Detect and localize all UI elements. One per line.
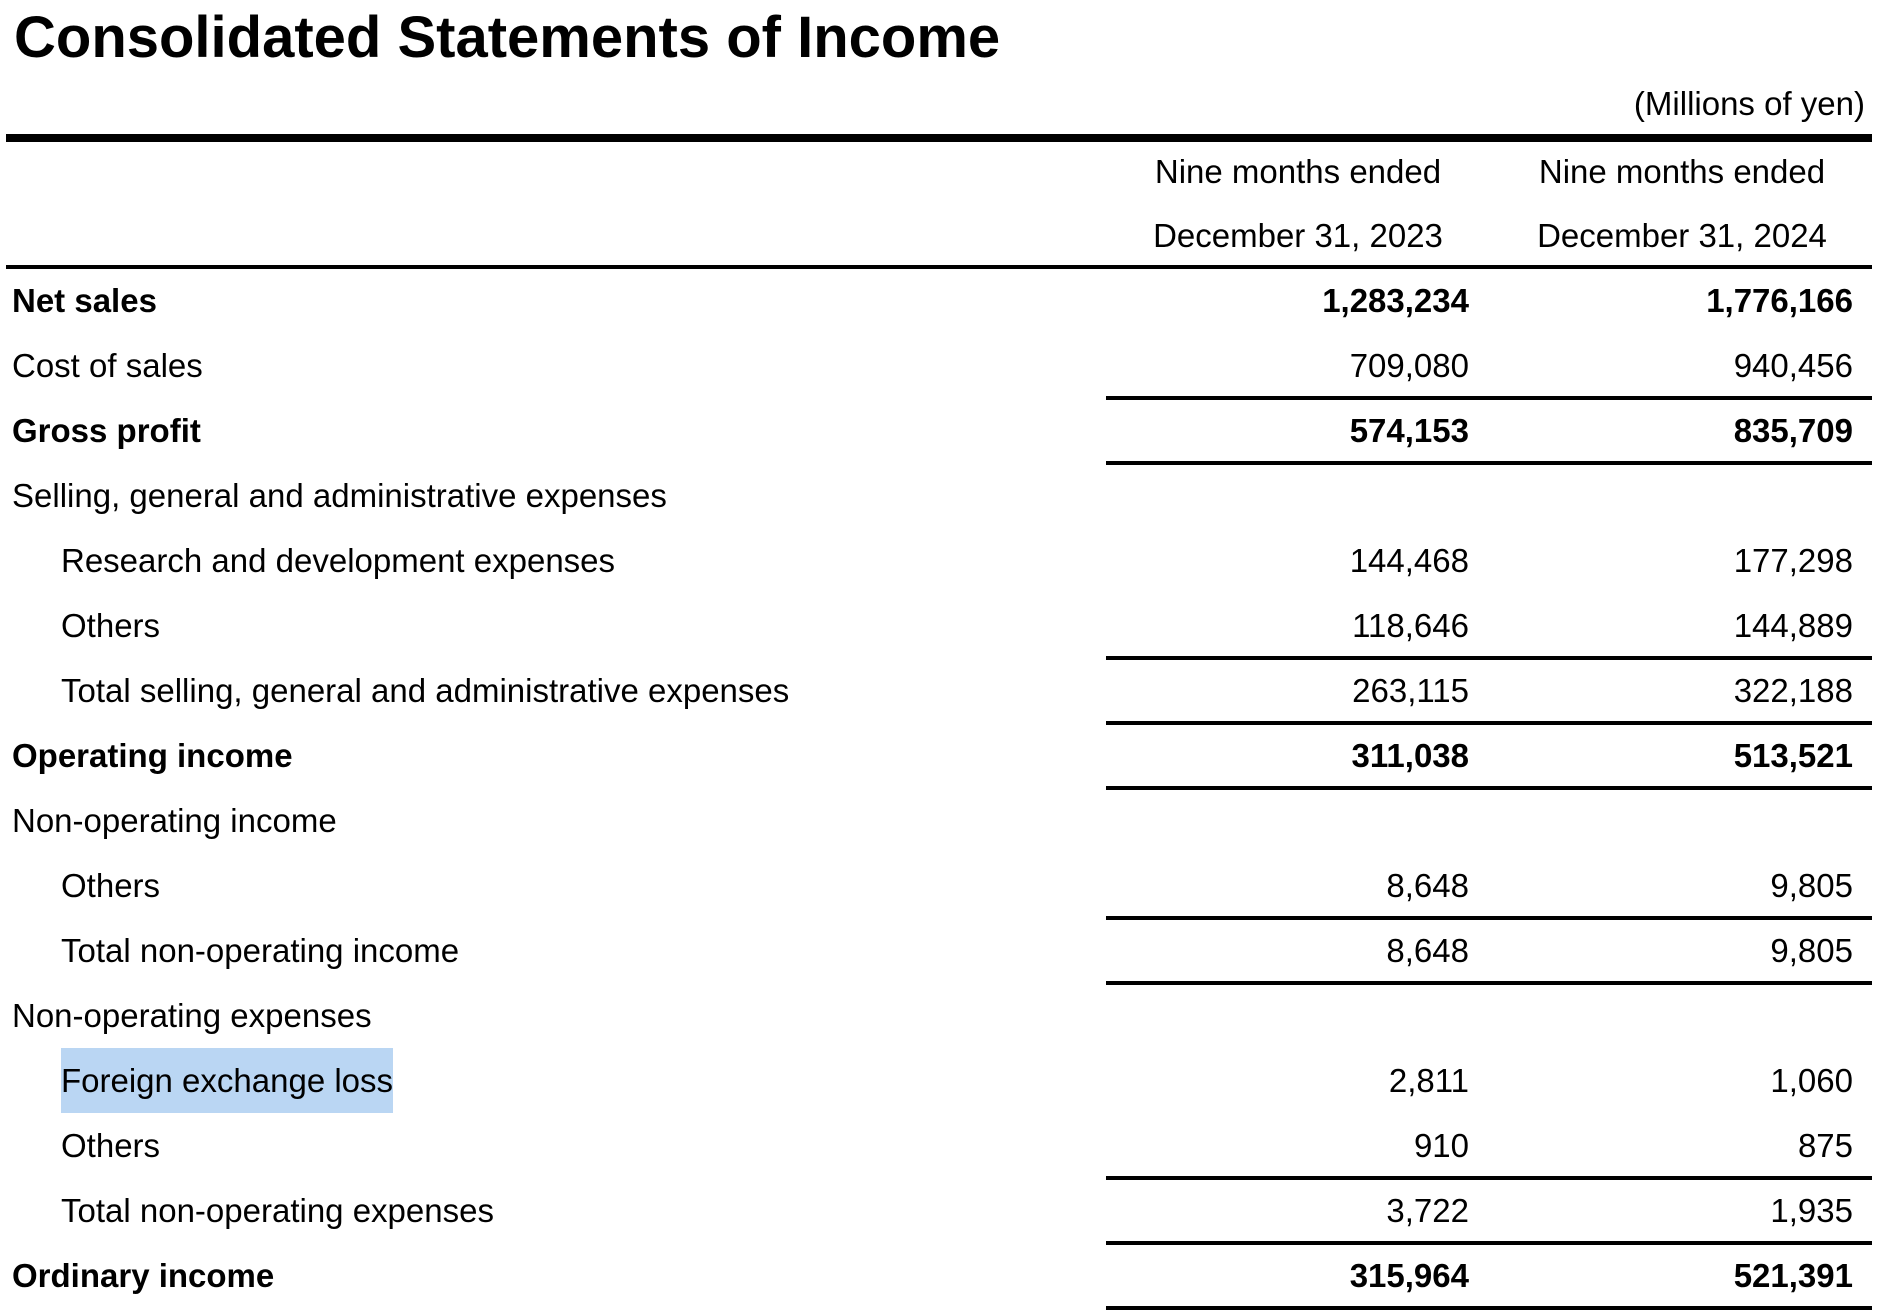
row-label[interactable]: Cost of sales xyxy=(12,347,203,384)
column-header-2024: Nine months ended December 31, 2024 xyxy=(1502,140,1862,268)
table-row-cost-of-sales: Cost of sales 709,080 940,456 xyxy=(0,333,1880,400)
row-label[interactable]: Total non-operating income xyxy=(61,932,460,969)
column-header-line: December 31, 2024 xyxy=(1537,217,1827,254)
row-label-selected[interactable]: Foreign exchange loss xyxy=(61,1048,394,1113)
row-label[interactable]: Others xyxy=(61,867,161,904)
page-title: Consolidated Statements of Income xyxy=(14,5,1001,70)
value-2023[interactable]: 315,964 xyxy=(1349,1257,1469,1294)
value-2023[interactable]: 144,468 xyxy=(1349,542,1469,579)
row-label[interactable]: Net sales xyxy=(12,282,157,319)
column-header-line: Nine months ended xyxy=(1538,153,1826,190)
row-label[interactable]: Total selling, general and administrativ… xyxy=(61,672,790,709)
value-2023[interactable]: 2,811 xyxy=(1388,1062,1469,1099)
value-2023[interactable]: 8,648 xyxy=(1386,867,1469,904)
value-2024[interactable]: 144,889 xyxy=(1733,607,1853,644)
table-row-total-non-operating-income: Total non-operating income 8,648 9,805 xyxy=(0,918,1880,985)
table-row-sga-others: Others 118,646 144,889 xyxy=(0,593,1880,660)
value-2023[interactable]: 8,648 xyxy=(1386,932,1469,969)
row-label[interactable]: Selling, general and administrative expe… xyxy=(12,477,667,514)
table-row-non-operating-expenses-others: Others 910 875 xyxy=(0,1113,1880,1180)
row-label[interactable]: Research and development expenses xyxy=(61,542,616,579)
table-row-non-operating-expenses-heading: Non-operating expenses xyxy=(0,983,1880,1048)
row-label[interactable]: Non-operating expenses xyxy=(12,997,372,1034)
table-row-sga-heading: Selling, general and administrative expe… xyxy=(0,463,1880,528)
table-row-research-development: Research and development expenses 144,46… xyxy=(0,528,1880,593)
value-2023[interactable]: 311,038 xyxy=(1351,737,1469,774)
row-label[interactable]: Gross profit xyxy=(12,412,201,449)
header-rule xyxy=(6,134,1872,142)
value-2023[interactable]: 263,115 xyxy=(1352,672,1469,709)
column-header-line: December 31, 2023 xyxy=(1153,217,1443,254)
table-row-non-operating-income-others: Others 8,648 9,805 xyxy=(0,853,1880,920)
value-2023[interactable]: 118,646 xyxy=(1352,607,1469,644)
value-2024[interactable]: 322,188 xyxy=(1733,672,1853,709)
table-row-operating-income: Operating income 311,038 513,521 xyxy=(0,723,1880,790)
table-top-rule xyxy=(6,265,1872,269)
value-2024[interactable]: 940,456 xyxy=(1733,347,1853,384)
value-2023[interactable]: 910 xyxy=(1413,1127,1469,1164)
value-2024[interactable]: 521,391 xyxy=(1733,1257,1853,1294)
value-2023[interactable]: 574,153 xyxy=(1349,412,1469,449)
value-2023[interactable]: 709,080 xyxy=(1349,347,1469,384)
column-header-line: Nine months ended xyxy=(1154,153,1442,190)
value-2023[interactable]: 3,722 xyxy=(1386,1192,1469,1229)
table-row-total-sga: Total selling, general and administrativ… xyxy=(0,658,1880,725)
row-label[interactable]: Non-operating income xyxy=(12,802,337,839)
row-label[interactable]: Operating income xyxy=(12,737,293,774)
column-header-2023: Nine months ended December 31, 2023 xyxy=(1118,140,1478,268)
value-2024[interactable]: 513,521 xyxy=(1733,737,1853,774)
row-label[interactable]: Others xyxy=(61,1127,161,1164)
value-2023[interactable]: 1,283,234 xyxy=(1322,282,1469,319)
value-2024[interactable]: 9,805 xyxy=(1770,867,1853,904)
value-2024[interactable]: 1,060 xyxy=(1770,1062,1853,1099)
table-row-total-non-operating-expenses: Total non-operating expenses 3,722 1,935 xyxy=(0,1178,1880,1245)
units-note: (Millions of yen) xyxy=(1633,85,1865,122)
value-2024[interactable]: 1,776,166 xyxy=(1706,282,1853,319)
value-2024[interactable]: 177,298 xyxy=(1733,542,1853,579)
value-2024[interactable]: 835,709 xyxy=(1733,412,1853,449)
row-label[interactable]: Total non-operating expenses xyxy=(61,1192,494,1229)
table-row-foreign-exchange-loss: Foreign exchange loss 2,811 1,060 xyxy=(0,1048,1880,1113)
row-label[interactable]: Others xyxy=(61,607,161,644)
table-row-ordinary-income: Ordinary income 315,964 521,391 xyxy=(0,1243,1880,1310)
value-2024[interactable]: 1,935 xyxy=(1770,1192,1853,1229)
income-statement-table: Net sales 1,283,234 1,776,166 Cost of sa… xyxy=(0,268,1880,1310)
table-row-gross-profit: Gross profit 574,153 835,709 xyxy=(0,398,1880,465)
row-label[interactable]: Ordinary income xyxy=(12,1257,275,1294)
table-row-net-sales: Net sales 1,283,234 1,776,166 xyxy=(0,268,1880,333)
value-2024[interactable]: 875 xyxy=(1797,1127,1853,1164)
value-2024[interactable]: 9,805 xyxy=(1770,932,1853,969)
table-row-non-operating-income-heading: Non-operating income xyxy=(0,788,1880,853)
